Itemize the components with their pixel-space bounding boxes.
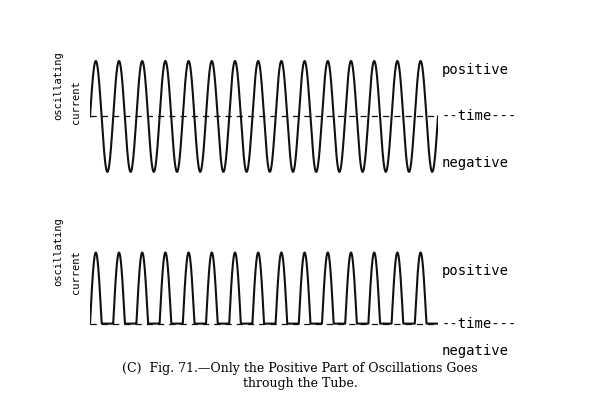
Text: current: current — [71, 81, 81, 124]
Text: negative: negative — [442, 345, 508, 358]
Text: current: current — [71, 250, 81, 294]
Text: oscillating: oscillating — [53, 51, 64, 120]
Text: positive: positive — [442, 264, 508, 278]
Text: --time---: --time--- — [442, 109, 517, 124]
Text: positive: positive — [442, 63, 508, 77]
Text: (C)  Fig. 71.—Only the Positive Part of Oscillations Goes
through the Tube.: (C) Fig. 71.—Only the Positive Part of O… — [122, 362, 478, 390]
Text: negative: negative — [442, 156, 508, 170]
Text: --time---: --time--- — [442, 317, 517, 331]
Text: oscillating: oscillating — [53, 217, 64, 286]
